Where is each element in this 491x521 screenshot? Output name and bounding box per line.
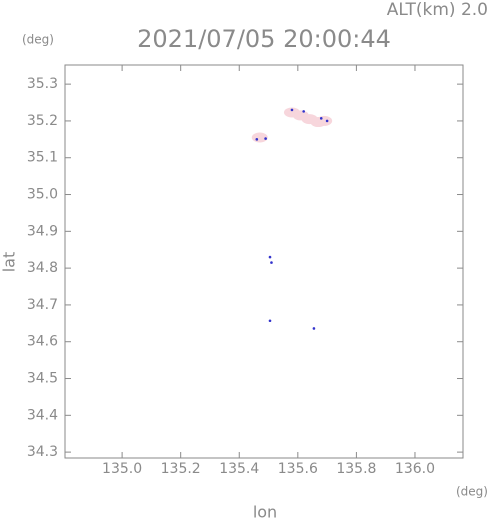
x-axis-label: lon bbox=[253, 503, 277, 521]
point bbox=[268, 319, 272, 323]
point bbox=[302, 110, 305, 113]
point bbox=[270, 261, 273, 264]
y-tick-label: 34.7 bbox=[27, 297, 58, 313]
y-tick-label: 34.5 bbox=[27, 371, 58, 387]
point bbox=[316, 115, 333, 126]
point bbox=[264, 137, 267, 140]
y-tick-label: 34.9 bbox=[27, 223, 58, 239]
x-tick-label: 135.6 bbox=[278, 461, 318, 477]
y-tick-label: 35.3 bbox=[27, 76, 58, 92]
point bbox=[290, 108, 294, 112]
y-tick-label: 34.3 bbox=[27, 444, 58, 460]
y-unit: (deg) bbox=[22, 33, 54, 47]
chart-title: 2021/07/05 20:00:44 bbox=[137, 25, 391, 53]
point bbox=[255, 138, 259, 141]
y-tick-label: 34.6 bbox=[27, 334, 58, 350]
x-unit: (deg) bbox=[456, 485, 488, 499]
point bbox=[312, 327, 316, 330]
plot-frame bbox=[64, 64, 464, 459]
x-tick-label: 135.2 bbox=[161, 461, 201, 477]
x-tick-label: 135.8 bbox=[336, 461, 376, 477]
y-tick-label: 34.8 bbox=[27, 260, 58, 276]
x-tick-label: 136.0 bbox=[395, 461, 435, 477]
y-tick-label: 34.4 bbox=[27, 407, 58, 423]
x-tick-label: 135.0 bbox=[102, 461, 142, 477]
x-tick-label: 135.4 bbox=[219, 461, 259, 477]
y-axis-label: lat bbox=[0, 252, 19, 273]
y-tick-label: 35.0 bbox=[27, 187, 58, 203]
point bbox=[325, 119, 329, 123]
y-tick-label: 35.1 bbox=[27, 150, 58, 166]
y-tick-label: 35.2 bbox=[27, 113, 58, 129]
point bbox=[268, 255, 272, 259]
altitude-label: ALT(km) 2.0 bbox=[387, 0, 488, 20]
point bbox=[319, 117, 323, 120]
